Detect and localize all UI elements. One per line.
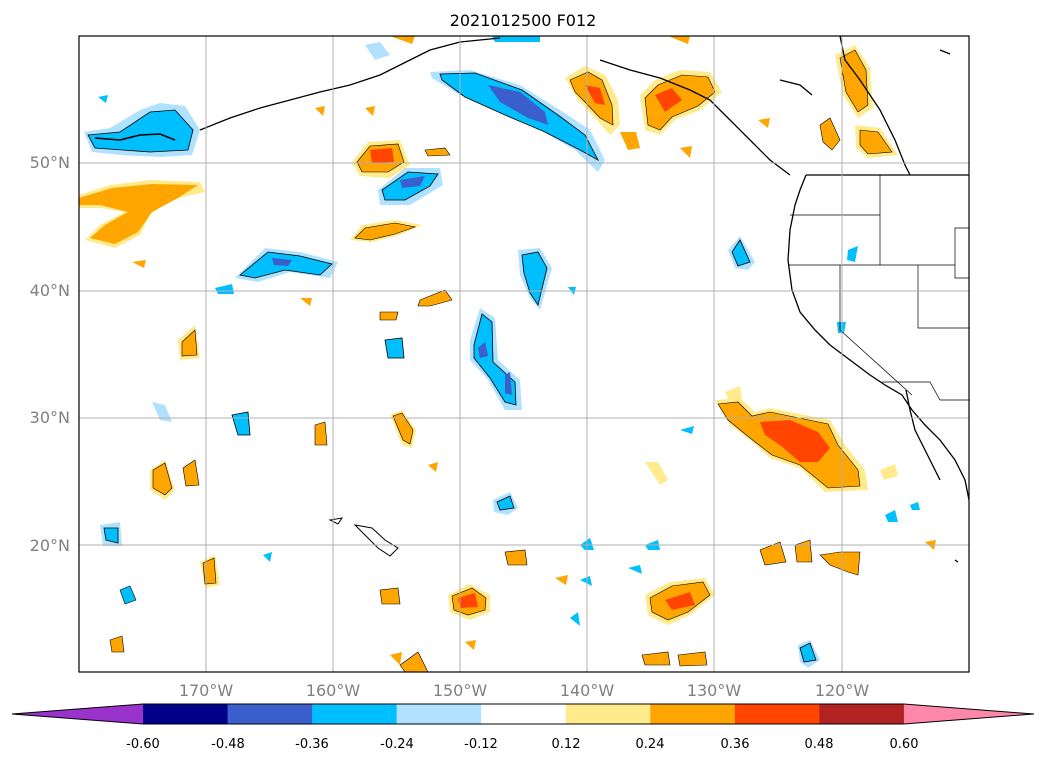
lat-label-30n: 30°N [30,408,70,427]
map-frame [78,35,970,673]
lon-label-170w: 170°W [179,681,234,700]
lat-label-50n: 50°N [30,153,70,172]
colorbar-swatch [650,704,736,724]
lat-label-20n: 20°N [30,536,70,555]
colorbar [11,703,1035,725]
lat-label-40n: 40°N [30,281,70,300]
colorbar-tick-label: -0.60 [126,737,160,752]
lon-label-160w: 160°W [306,681,361,700]
colorbar-tick-label: -0.12 [464,737,498,752]
colorbar-tick-label: 0.48 [805,737,834,752]
negative-anomaly-features [84,36,920,668]
colorbar-swatch [565,704,651,724]
colorbar-tick-label: 0.60 [890,737,919,752]
coastlines [94,36,969,563]
lon-label-130w: 130°W [687,681,742,700]
positive-anomaly-features [79,36,936,672]
colorbar-swatch [481,704,567,724]
colorbar-tick-label: 0.12 [552,737,581,752]
map-title: 2021012500 F012 [450,11,597,30]
contour-fills [79,36,969,672]
colorbar-tick-label: 0.24 [636,737,665,752]
state-borders [788,175,969,401]
colorbar-swatch [396,704,482,724]
colorbar-swatch [312,704,398,724]
colorbar-extend-high [903,704,1034,724]
colorbar-labels: -0.60 -0.48 -0.36 -0.24 -0.12 0.12 0.24 … [126,737,918,752]
lon-label-120w: 120°W [815,681,870,700]
gridlines [79,36,969,672]
colorbar-swatch [143,704,229,724]
colorbar-swatch [227,704,313,724]
lon-label-140w: 140°W [560,681,615,700]
colorbar-outline [11,703,1035,725]
colorbar-tick-label: -0.24 [380,737,414,752]
colorbar-tick-label: 0.36 [721,737,750,752]
colorbar-tick-label: -0.48 [211,737,245,752]
colorbar-tick-label: -0.36 [295,737,329,752]
colorbar-extend-low [12,704,143,724]
lon-label-150w: 150°W [433,681,488,700]
colorbar-swatch [734,704,820,724]
colorbar-swatch [819,704,905,724]
map-area [79,36,969,672]
